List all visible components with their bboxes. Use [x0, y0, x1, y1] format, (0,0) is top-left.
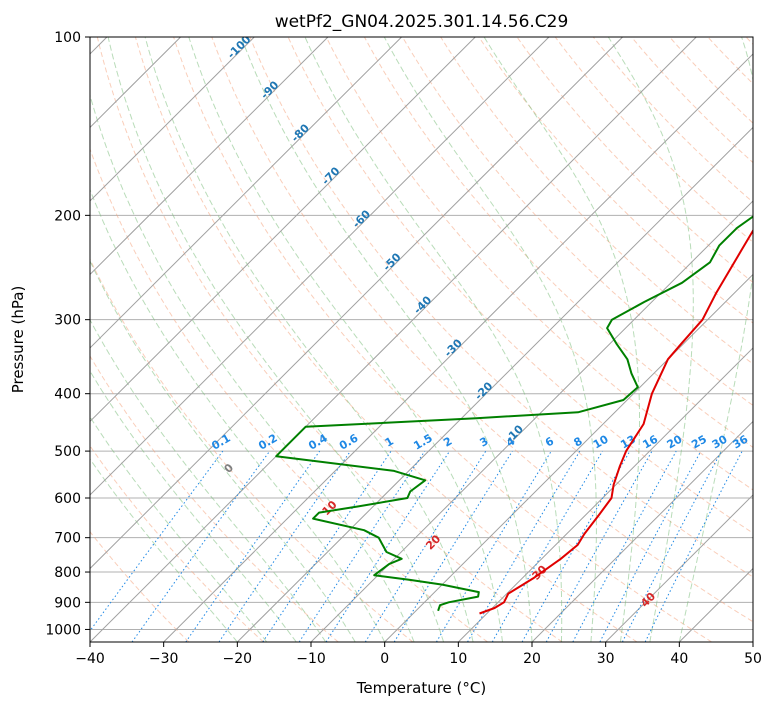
x-axis-label: Temperature (°C) [356, 679, 486, 697]
mixing-ratio-line [572, 450, 677, 642]
dry-adiabat [402, 37, 753, 406]
isotherm [531, 420, 753, 642]
x-tick-label: −30 [149, 651, 179, 667]
y-tick-label: 200 [54, 208, 81, 224]
isotherm [236, 126, 753, 642]
background-lines [90, 37, 753, 642]
dry-adiabat [96, 37, 563, 642]
dry-adiabat [134, 37, 638, 642]
dry-adiabat [516, 37, 753, 284]
moist-adiabat [240, 37, 533, 642]
mixing-ratio-line [545, 450, 653, 642]
y-axis: 100 200 300 400 500 600 700 800 900 1000 [45, 30, 90, 638]
plot-frame [89, 36, 754, 643]
moist-adiabat [383, 37, 597, 642]
dry-adiabat [211, 37, 753, 623]
moist-adiabat [90, 458, 238, 642]
mixing-ratio-line [364, 450, 487, 642]
dry-adiabat [440, 37, 753, 365]
moist-adiabat [678, 37, 753, 642]
mixing-ratio-line [298, 450, 426, 642]
dry-adiabat [90, 530, 190, 642]
mixing-ratio-line [262, 450, 392, 642]
x-tick-label: 50 [744, 651, 762, 667]
mixing-ratio-line [644, 450, 743, 642]
moist-adiabat [483, 37, 640, 642]
x-tick-label: −10 [296, 651, 326, 667]
isotherm [163, 53, 753, 642]
dry-adiabat [90, 147, 488, 642]
moist-adiabat [90, 93, 415, 642]
x-axis: −40 −30 −20 −10 0 10 20 30 40 50 [75, 642, 762, 667]
x-tick-label: 40 [670, 651, 688, 667]
dry-adiabat [90, 355, 339, 642]
mixing-ratio-line [185, 450, 321, 642]
isotherm [90, 37, 329, 276]
isotherm [90, 37, 476, 423]
mixing-ratio-line [521, 450, 631, 642]
temperature-profile [479, 228, 753, 615]
moist-adiabat [90, 415, 268, 642]
dewpoint-profile [275, 215, 753, 612]
x-tick-label: 0 [380, 651, 389, 667]
moist-adiabat [90, 370, 297, 642]
moist-adiabat [304, 37, 563, 642]
y-axis-label: Pressure (hPa) [9, 286, 27, 394]
chart-title: wetPf2_GN04.2025.301.14.56.C29 [275, 12, 569, 32]
isotherm [384, 273, 753, 642]
y-tick-label: 900 [54, 595, 81, 611]
y-tick-label: 1000 [45, 622, 81, 638]
moist-adiabat [188, 37, 503, 642]
x-tick-label: 10 [449, 651, 467, 667]
mixing-ratio-line [90, 450, 224, 632]
dry-adiabat [90, 445, 264, 642]
isotherm [90, 37, 402, 349]
y-tick-label: 600 [54, 491, 81, 507]
isotherm [90, 37, 255, 202]
isotherm [457, 347, 753, 642]
mixing-ratio-line [131, 450, 271, 642]
moist-adiabat [107, 37, 445, 642]
y-tick-label: 100 [54, 30, 81, 46]
x-tick-label: 20 [523, 651, 541, 667]
x-tick-label: −40 [75, 651, 105, 667]
mixing-ratio-line [325, 450, 451, 642]
moist-adiabat [607, 37, 694, 642]
moist-adiabat [90, 318, 327, 642]
y-tick-label: 500 [54, 444, 81, 460]
y-tick-label: 400 [54, 387, 81, 403]
x-tick-label: 30 [597, 651, 615, 667]
isotherm [90, 37, 623, 570]
x-tick-label: −20 [223, 651, 253, 667]
y-tick-label: 800 [54, 565, 81, 581]
isotherm [90, 37, 697, 642]
profiles [275, 215, 753, 615]
dry-adiabat [249, 37, 753, 578]
dry-adiabat [325, 37, 753, 491]
mixing-ratio-line [218, 450, 351, 642]
moist-adiabat [144, 37, 474, 642]
mixing-ratio-line [393, 450, 513, 642]
dry-adiabat [173, 37, 712, 642]
isotherm [605, 494, 753, 642]
y-tick-label: 700 [54, 531, 81, 547]
isotherm [90, 37, 550, 496]
y-tick-label: 300 [54, 313, 81, 329]
moist-adiabat [90, 259, 356, 642]
moist-adiabat [90, 188, 386, 642]
